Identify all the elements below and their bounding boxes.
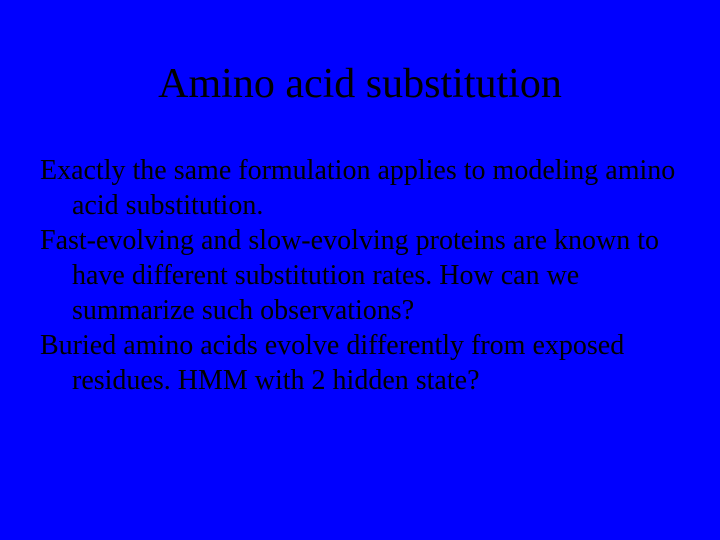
- slide-title: Amino acid substitution: [40, 60, 680, 108]
- slide-container: Amino acid substitution Exactly the same…: [0, 0, 720, 540]
- paragraph-3: Buried amino acids evolve differently fr…: [40, 328, 680, 398]
- paragraph-1: Exactly the same formulation applies to …: [40, 153, 680, 223]
- slide-body: Exactly the same formulation applies to …: [40, 153, 680, 398]
- paragraph-2: Fast-evolving and slow-evolving proteins…: [40, 223, 680, 328]
